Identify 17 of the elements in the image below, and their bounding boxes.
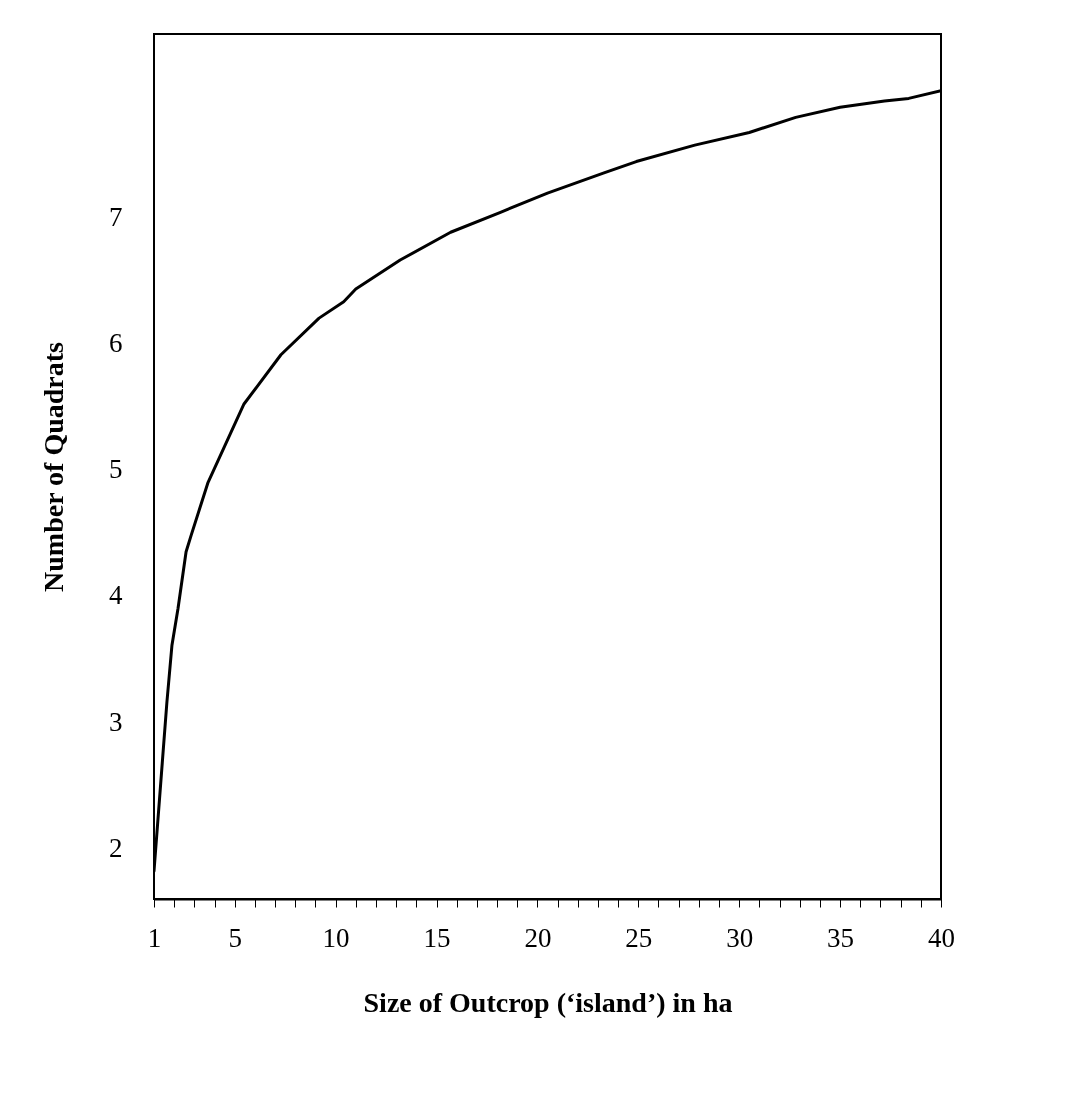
x-tick-label: 20 [524, 922, 552, 953]
y-axis-title: Number of Quadrats [38, 341, 69, 592]
x-tick-label: 40 [928, 922, 955, 953]
y-tick-label: 4 [109, 580, 123, 611]
y-tick-label: 3 [109, 706, 123, 737]
x-tick-label: 5 [228, 922, 242, 953]
x-tick-label: 25 [625, 922, 653, 953]
x-tick-label: 30 [726, 922, 754, 953]
x-tick-label: 10 [322, 922, 350, 953]
x-axis-title: Size of Outcrop (‘island’) in ha [363, 986, 733, 1018]
y-tick-label: 2 [109, 832, 123, 863]
y-tick-label: 5 [109, 454, 123, 485]
x-tick-label: 1 [147, 922, 162, 953]
y-tick-label: 6 [109, 327, 123, 358]
y-tick-label: 7 [109, 201, 123, 232]
x-tick-label: 35 [827, 922, 855, 953]
x-tick-label: 15 [423, 922, 451, 953]
